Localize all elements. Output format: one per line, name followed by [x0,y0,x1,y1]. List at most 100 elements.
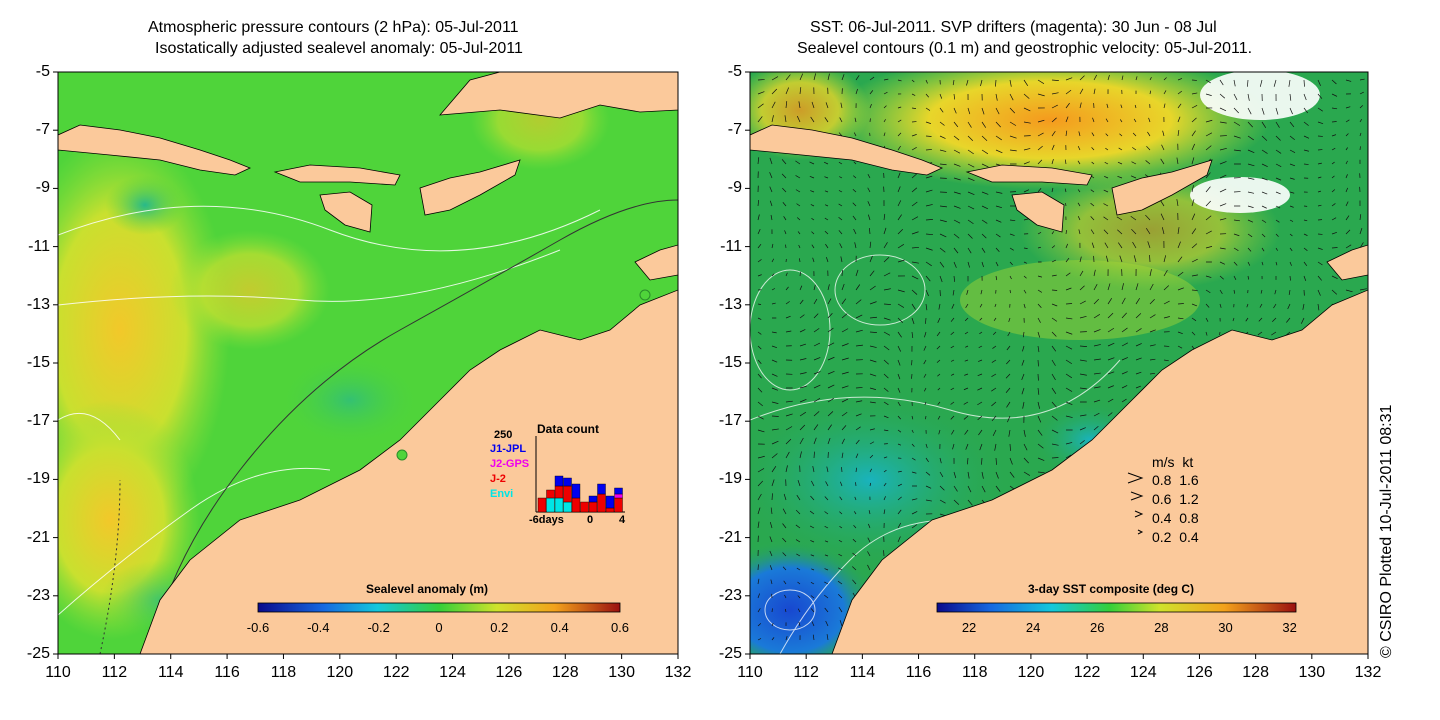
velocity-vector [1065,102,1070,109]
velocity-vector [799,271,801,277]
velocity-vector [1079,414,1087,417]
velocity-vector [824,581,829,585]
velocity-vector [852,552,857,557]
velocity-vector [967,219,974,225]
velocity-vector [837,593,843,599]
velocity-vector [911,331,914,339]
velocity-vector [1051,359,1056,366]
velocity-vector [1037,246,1042,249]
velocity-vector [1065,303,1073,305]
velocity-vector [798,244,801,249]
velocity-vector [825,481,829,487]
velocity-vector [1107,312,1114,319]
velocity-vector [911,471,917,474]
velocity-vector [1317,162,1322,165]
velocity-vector [1107,74,1110,81]
velocity-vector [1259,303,1263,308]
velocity-vector [1023,261,1027,264]
velocity-vector [1135,343,1142,347]
velocity-vector [810,581,815,585]
velocity-vector [883,359,889,365]
velocity-vector [783,493,787,501]
velocity-vector [964,331,969,335]
velocity-vector [950,359,955,362]
velocity-vector [980,289,983,295]
velocity-vector [809,176,815,179]
velocity-vector [1261,177,1268,181]
velocity-vector [799,358,807,361]
velocity-vector [1065,454,1072,459]
velocity-vector [925,471,931,476]
velocity-vector [841,371,849,375]
velocity-vector [1023,457,1029,464]
velocity-vector [1119,255,1123,263]
velocity-vector [937,373,941,377]
velocity-vector [1023,79,1029,87]
velocity-vector [795,189,801,193]
velocity-vector [963,415,969,420]
velocity-vector [967,205,975,210]
left-colorbar-tick: -0.4 [307,620,330,635]
velocity-vector [757,507,761,515]
velocity-vector [1105,147,1109,151]
velocity-vector [855,344,863,347]
velocity-vector [1247,149,1255,154]
velocity-vector [979,443,983,451]
velocity-vector [869,270,875,277]
velocity-vector [1079,270,1084,277]
velocity-vector [838,553,843,557]
velocity-vector [1219,289,1223,294]
velocity-vector [1247,135,1254,141]
velocity-vector [897,244,905,249]
velocity-vector [1331,189,1336,193]
velocity-vector [827,73,830,81]
velocity-vector [827,411,834,417]
velocity-vector [1021,387,1025,395]
right-colorbar-tick: 22 [961,620,977,635]
velocity-vector [1146,145,1151,151]
velocity-vector [991,359,997,363]
velocity-vector [911,201,918,207]
velocity-vector [826,634,829,641]
velocity-vector [897,214,902,221]
left-y-tick: -17 [26,412,50,430]
velocity-vector [1219,79,1224,86]
velocity-vector [995,261,999,267]
right-colorbar-title: 3-day SST composite (deg C) [1028,582,1195,596]
velocity-vector [1009,275,1012,280]
velocity-vector [967,149,974,155]
velocity-vector [1117,176,1123,179]
velocity-vector [799,329,806,333]
velocity-vector [883,132,886,137]
velocity-vector [1135,297,1141,305]
velocity-vector [1148,117,1151,123]
data-count-bar [554,485,564,499]
left-map-panel [58,72,678,654]
velocity-vector [953,275,956,282]
right-y-tick: -23 [718,586,742,604]
data-count-bar [554,497,564,513]
velocity-vector [1008,429,1011,437]
velocity-vector [883,496,886,501]
velocity-vector [1317,303,1320,311]
velocity-vector [1090,229,1095,235]
velocity-vector [1135,385,1141,389]
velocity-vector [1345,133,1349,137]
velocity-vector [939,219,947,223]
velocity-vector [1093,314,1101,319]
velocity-vector [981,135,988,142]
velocity-vector [785,330,792,333]
velocity-vector [782,508,787,515]
left-x-tick: 114 [157,664,184,681]
velocity-vector [813,411,820,417]
velocity-vector [1079,102,1082,109]
velocity-vector [897,470,902,473]
velocity-vector [796,115,801,123]
velocity-vector [855,314,863,319]
velocity-vector [1303,275,1307,282]
velocity-vector [1247,233,1253,238]
velocity-vector [981,471,984,479]
velocity-vector [1247,121,1253,128]
velocity-vector [838,132,843,137]
velocity-vector [810,190,815,193]
